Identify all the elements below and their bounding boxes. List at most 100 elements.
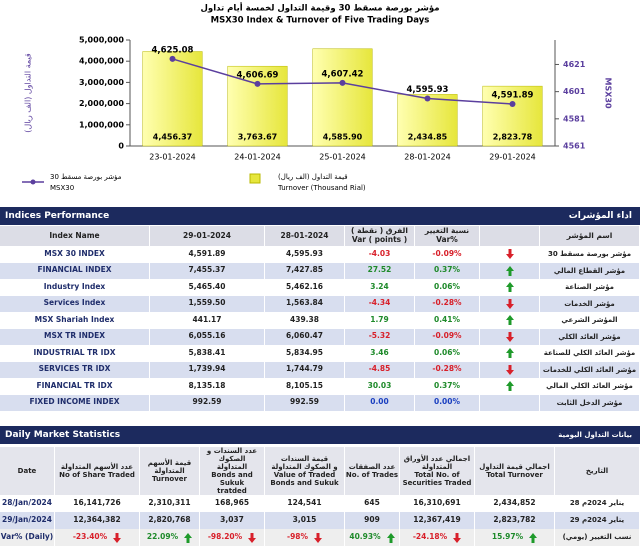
column-header-text: المتداولة xyxy=(421,462,453,471)
table-cell: -0.09% xyxy=(415,246,480,263)
cell-text: -98% xyxy=(286,532,309,542)
column-header-text: قيمة الأسهم المتداولة xyxy=(147,458,192,475)
cell-text: مؤشر القطاع المالي xyxy=(553,266,626,275)
arrow-shape xyxy=(505,381,514,392)
cell-text: 29 يناير 2024م xyxy=(569,516,625,525)
line-value-label: 4,607.42 xyxy=(322,69,364,79)
x-tick-label: 23-01-2024 xyxy=(149,153,196,162)
table-cell: 29 يناير 2024م xyxy=(555,512,640,529)
column-header: قيمة الأسهم المتداولة Turnover xyxy=(140,447,200,495)
arrow-shape xyxy=(505,249,514,260)
cell-text: 1.79 xyxy=(370,314,389,324)
arrow-down xyxy=(505,298,514,309)
bar xyxy=(397,94,458,147)
column-header-text: Bonds and Sukuk xyxy=(270,479,339,488)
table-cell: مؤشر بورصة مسقط 30 xyxy=(540,246,640,263)
table-cell: 0.37% xyxy=(415,378,480,395)
cell-text: 29/Jan/2024 xyxy=(2,515,52,525)
indices-title-ar: اداء المؤشرات xyxy=(568,211,632,221)
table-cell: 40.93% xyxy=(345,529,400,546)
table-cell: MSX TR INDEX xyxy=(0,328,150,345)
y-axis-title: قيمة التداول (الف ريال) xyxy=(24,53,33,133)
table-cell: -24.18% xyxy=(400,529,475,546)
x-tick-label: 29-01-2024 xyxy=(489,153,536,162)
arrow-down xyxy=(113,532,122,543)
table-cell: نسب التغيير (يومي) xyxy=(555,529,640,546)
arrow-up xyxy=(505,381,514,392)
arrow-shape xyxy=(505,265,514,276)
x-tick-label: 25-01-2024 xyxy=(319,153,366,162)
table-cell: 8,135.18 xyxy=(150,378,265,395)
column-header: قيمة السندات و الصكوك المتداولة Value of T… xyxy=(265,447,345,495)
cell-text: FIXED INCOME INDEX xyxy=(29,397,120,407)
cell-content: -24.18% xyxy=(413,532,462,543)
table-cell: 0.06% xyxy=(415,345,480,362)
arrow-up xyxy=(505,282,514,293)
column-header-text: المتداولة xyxy=(216,462,248,471)
cell-text: 0.37% xyxy=(433,380,461,390)
column-header xyxy=(480,226,540,246)
table-cell: مؤشر العائد الكلي للصناعة xyxy=(540,345,640,362)
table-cell: 12,367,419 xyxy=(400,512,475,529)
table-cell: 5,462.16 xyxy=(265,279,345,296)
column-header-text: Var ( points ) xyxy=(351,235,408,244)
table-cell: 12,364,382 xyxy=(55,512,140,529)
table-cell: مؤشر الخدمات xyxy=(540,295,640,312)
cell-text: مؤشر العائد الكلي للصناعة xyxy=(543,349,636,358)
column-header: اسم المؤشر xyxy=(540,226,640,246)
cell-text: INDUSTRIAL TR IDX xyxy=(33,347,116,357)
cell-text: 0.41% xyxy=(433,314,461,324)
table-cell: 1,739.94 xyxy=(150,361,265,378)
column-header: Date xyxy=(0,447,55,495)
cell-content: -23.40% xyxy=(73,532,122,543)
table-cell: 2,434,852 xyxy=(475,495,555,512)
arrow-cell xyxy=(480,328,540,345)
legend-label-ar: قيمة التداول (الف ريال) xyxy=(278,173,348,181)
daily-title: Daily Market Statistics xyxy=(5,430,121,440)
cell-content: -98% xyxy=(286,532,323,543)
cell-text: 1,563.84 xyxy=(285,298,323,308)
cell-text: 992.59 xyxy=(290,397,319,407)
column-header-text: Total No. of xyxy=(414,471,460,479)
column-header-text: و الصكوك المتداولة xyxy=(271,462,338,471)
column-header-text: اسم المؤشر xyxy=(566,230,613,240)
y-tick-label: 2,000,000 xyxy=(79,99,124,108)
cell-text: 5,462.16 xyxy=(285,281,323,291)
y-tick-label: 1,000,000 xyxy=(79,120,124,129)
arrow-cell xyxy=(480,295,540,312)
cell-text: -4.34 xyxy=(368,298,391,308)
cell-text: 16,141,726 xyxy=(73,498,121,508)
table-cell: MSX 30 INDEX xyxy=(0,246,150,263)
cell-text: 0.06% xyxy=(433,281,461,291)
line-value-label: 4,591.89 xyxy=(492,91,534,101)
table-cell: FINANCIAL TR IDX xyxy=(0,378,150,395)
column-header-text: 29-01-2024 xyxy=(183,230,231,240)
cell-text: مؤشر العائد الكلي للخدمات xyxy=(542,365,637,374)
table-cell: 29/Jan/2024 xyxy=(0,512,55,529)
table-cell: 8,105.15 xyxy=(265,378,345,395)
line-marker xyxy=(339,79,346,86)
cell-text: 0.00% xyxy=(433,397,461,407)
arrow-up xyxy=(505,348,514,359)
cell-text: 40.93% xyxy=(349,532,381,542)
bar xyxy=(142,51,203,147)
cell-text: -4.03 xyxy=(368,248,391,258)
cell-text: 15.97% xyxy=(491,532,524,542)
table-cell: 30.03 xyxy=(345,378,415,395)
column-header-text: No of Share Traded xyxy=(59,471,135,479)
table-cell: 441.17 xyxy=(150,312,265,329)
cell-text: 4,591.89 xyxy=(188,248,226,258)
table-cell: 6,060.47 xyxy=(265,328,345,345)
daily-header: Daily Market Statistics بيانات التداول ا… xyxy=(0,426,640,444)
column-header: Index Name xyxy=(0,226,150,246)
table-cell: 22.09% xyxy=(140,529,200,546)
arrow-cell xyxy=(480,394,540,411)
cell-text: مؤشر الصناعة xyxy=(565,283,614,292)
column-header-text: اجمالي قيمة التداول xyxy=(479,462,550,471)
table-cell: 27.52 xyxy=(345,262,415,279)
arrow-shape xyxy=(113,532,122,543)
table-cell: 992.59 xyxy=(150,394,265,411)
column-header: نسبة التغيير Var% xyxy=(415,226,480,246)
cell-text: 5,838.41 xyxy=(188,347,226,357)
